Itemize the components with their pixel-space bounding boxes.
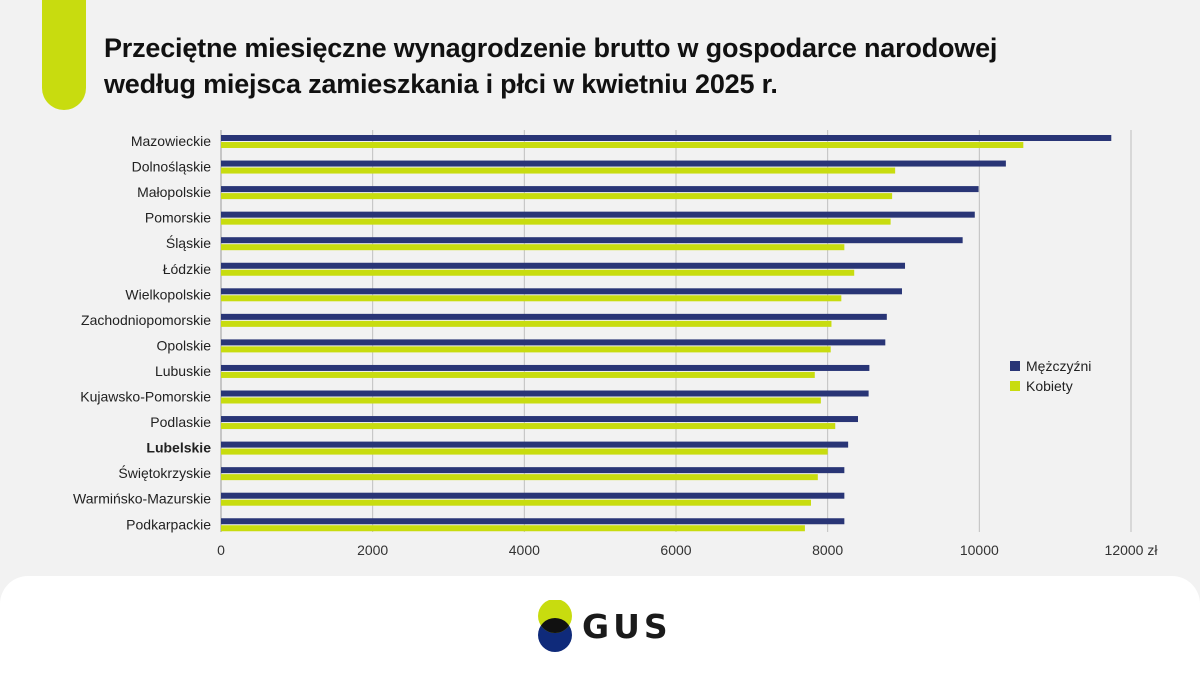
bar-men [221,339,886,346]
x-tick-label: 6000 [660,542,691,558]
category-label: Śląskie [166,234,211,251]
category-label: Warmińsko-Mazurskie [73,491,211,507]
gus-logo-icon [538,600,572,652]
bar-men [221,467,845,474]
category-label: Zachodniopomorskie [81,312,211,328]
bar-men [221,186,979,193]
bar-women [221,295,842,302]
bar-men [221,135,1112,141]
x-tick-label: 2000 [357,542,388,558]
bar-men [221,441,849,448]
x-tick-label: 4000 [509,542,540,558]
accent-bar [42,0,86,110]
logo-text: GUS [582,607,672,646]
bar-women [221,474,818,481]
bar-women [221,193,893,200]
bar-women [221,320,832,327]
x-tick-label: 12000 zł [1105,542,1159,558]
category-label: Kujawsko-Pomorskie [80,389,211,405]
category-label: Podlaskie [150,414,211,430]
bar-men [221,390,869,397]
legend-label: Mężczyźni [1026,358,1091,374]
bar-men [221,160,1006,167]
bar-men [221,518,845,525]
category-label: Świętokrzyskie [118,464,211,481]
bar-women [221,525,805,532]
bar-men [221,211,975,218]
legend-swatch [1010,361,1020,371]
bar-women [221,244,845,251]
bar-women [221,346,831,353]
category-label: Dolnośląskie [132,159,212,175]
bar-men [221,416,858,423]
bar-men [221,288,902,295]
category-label: Podkarpackie [126,516,211,532]
title-line-2: według miejsca zamieszkania i płci w kwi… [104,69,778,99]
category-label: Łódzkie [163,261,211,277]
bar-women [221,269,855,276]
category-label: Lubelskie [146,440,211,456]
category-label: Lubuskie [155,363,211,379]
bar-men [221,237,963,244]
bar-women [221,167,896,174]
bar-men [221,492,845,499]
x-tick-label: 8000 [812,542,843,558]
legend-swatch [1010,381,1020,391]
bar-women [221,499,811,506]
bar-women [221,448,828,455]
bar-women [221,142,1024,148]
chart-title: Przeciętne miesięczne wynagrodzenie brut… [104,30,1164,102]
title-line-1: Przeciętne miesięczne wynagrodzenie brut… [104,33,998,63]
category-label: Mazowieckie [131,133,211,149]
bar-men [221,364,870,371]
category-label: Opolskie [157,337,212,353]
bar-women [221,423,836,430]
category-label: Wielkopolskie [125,286,211,302]
bar-chart: 0 2000 4000 6000 8000 10000 12000 zł Mazowiecki… [73,130,1159,558]
bar-women [221,397,821,404]
category-label: Pomorskie [145,210,211,226]
category-label: Małopolskie [137,184,211,200]
footer [0,576,1200,675]
bar-men [221,313,887,320]
bar-men [221,262,906,269]
legend-label: Kobiety [1026,378,1073,394]
x-tick-label: 10000 [960,542,999,558]
bar-women [221,218,891,225]
bar-women [221,371,815,378]
x-tick-label: 0 [217,542,225,558]
